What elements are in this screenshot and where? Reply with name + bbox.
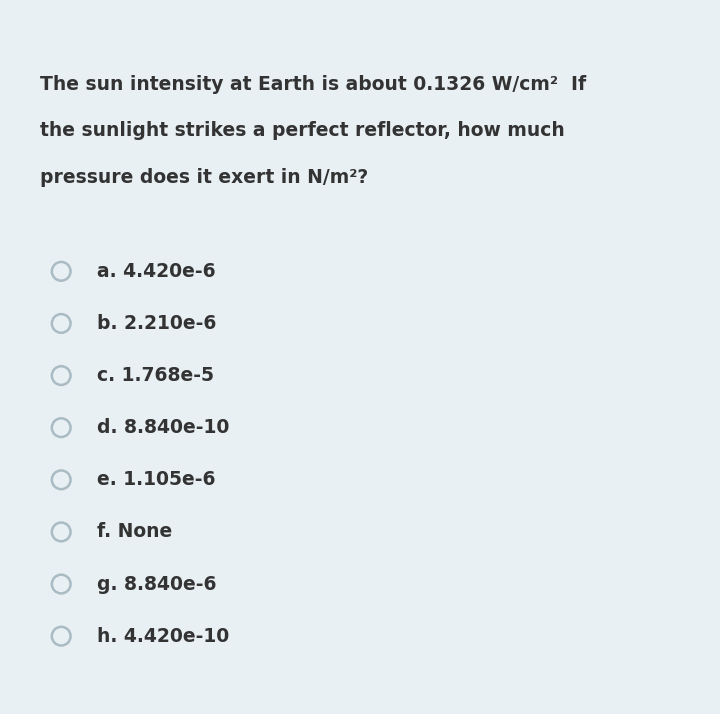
Text: e. 1.105e-6: e. 1.105e-6 [97, 471, 216, 489]
Text: f. None: f. None [97, 523, 173, 541]
Text: pressure does it exert in N/m²?: pressure does it exert in N/m²? [40, 168, 368, 187]
Text: h. 4.420e-10: h. 4.420e-10 [97, 627, 230, 645]
Text: g. 8.840e-6: g. 8.840e-6 [97, 575, 217, 593]
Text: b. 2.210e-6: b. 2.210e-6 [97, 314, 217, 333]
Text: the sunlight strikes a perfect reflector, how much: the sunlight strikes a perfect reflector… [40, 121, 564, 141]
Text: d. 8.840e-10: d. 8.840e-10 [97, 418, 230, 437]
Text: The sun intensity at Earth is about 0.1326 W/cm²  If: The sun intensity at Earth is about 0.13… [40, 75, 586, 94]
Text: c. 1.768e-5: c. 1.768e-5 [97, 366, 215, 385]
Text: a. 4.420e-6: a. 4.420e-6 [97, 262, 216, 281]
